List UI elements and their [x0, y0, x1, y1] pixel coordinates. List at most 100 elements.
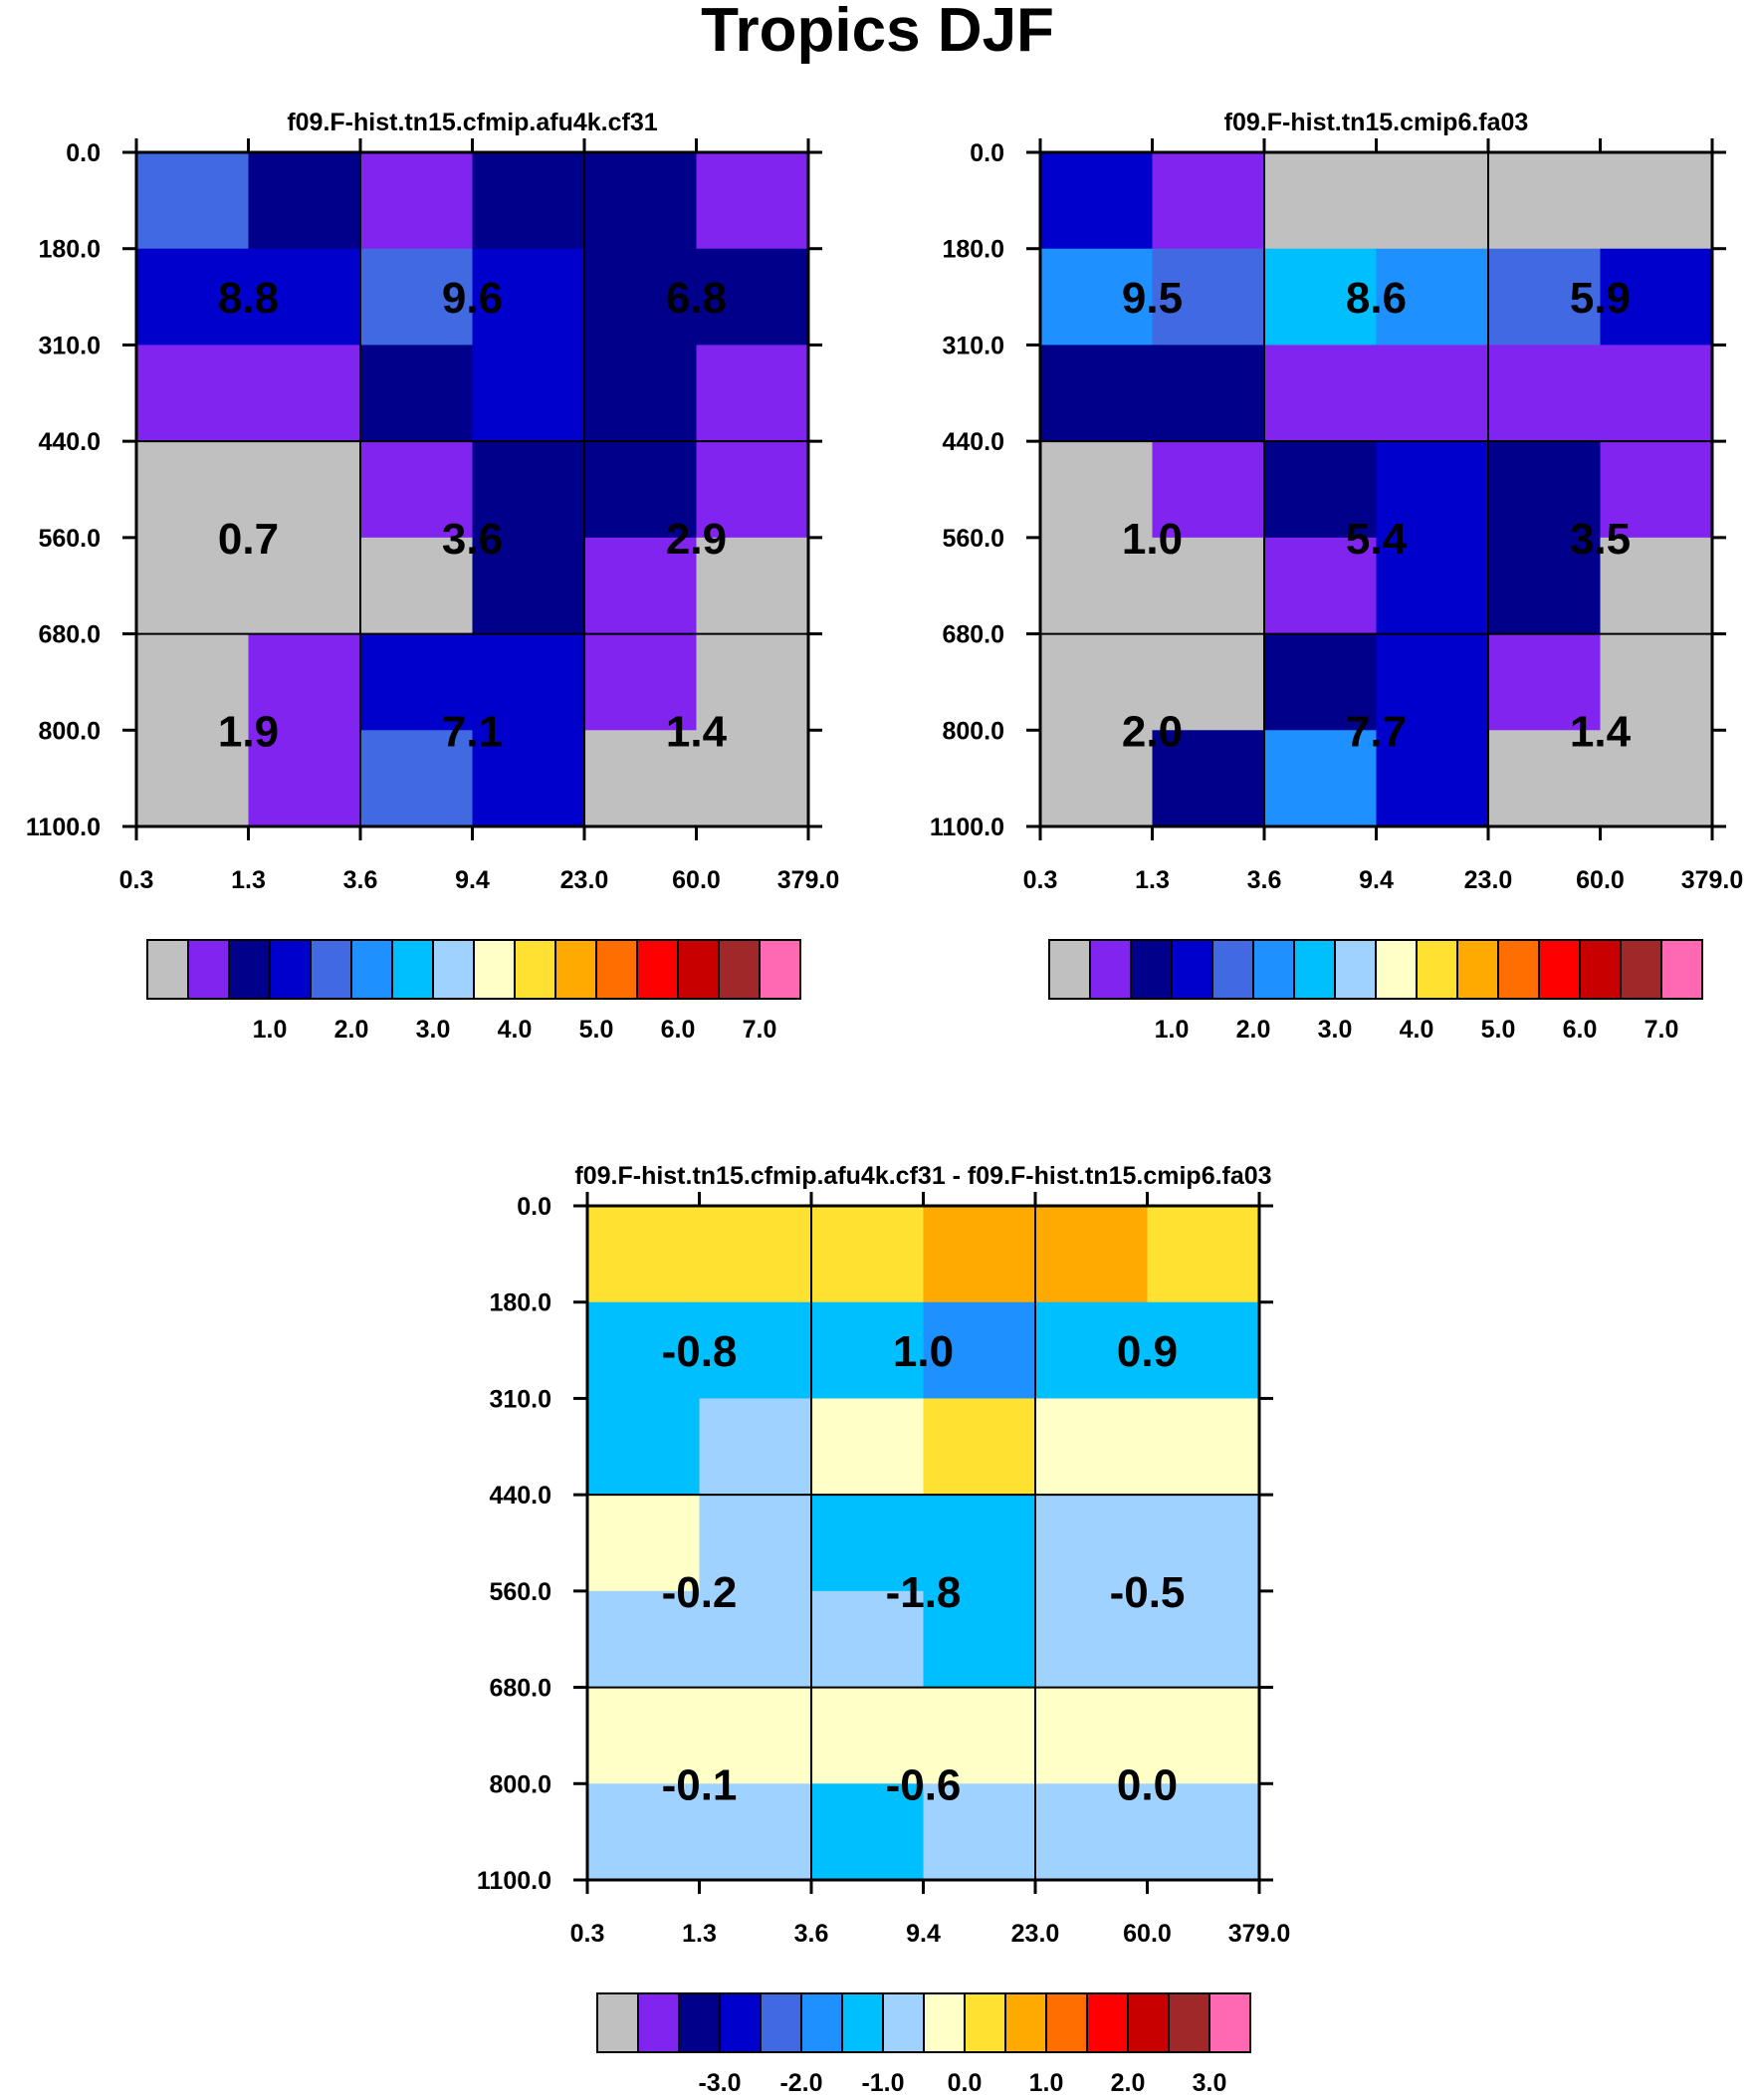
- heatmap-cell: [699, 1590, 812, 1689]
- heatmap-cell: [1040, 441, 1154, 539]
- heatmap-cell: [1147, 1398, 1260, 1496]
- heatmap-cell: [1376, 730, 1489, 827]
- colorbar-swatch: [718, 939, 761, 1000]
- x-tick-label: 23.0: [1464, 866, 1513, 894]
- heatmap-cell: [699, 1206, 812, 1303]
- colorbar-swatch: [882, 1992, 925, 2053]
- heatmap-cell: [923, 1301, 1036, 1400]
- heatmap-cell: [360, 248, 474, 347]
- heatmap-cell: [584, 345, 698, 442]
- x-tick-label: 3.6: [1247, 866, 1282, 894]
- colorbar-label: 7.0: [743, 1016, 777, 1044]
- heatmap-cell: [1264, 730, 1378, 827]
- panel-title: f09.F-hist.tn15.cfmip.afu4k.cf31 - f09.F…: [574, 1162, 1271, 1190]
- colorbar-label: 6.0: [1563, 1016, 1598, 1044]
- colorbar-swatch: [800, 1992, 843, 2053]
- colorbar-swatch: [678, 1992, 721, 2053]
- heatmap-cell: [811, 1206, 925, 1303]
- colorbar-swatch: [637, 1992, 680, 2053]
- colorbar-swatch: [1089, 939, 1132, 1000]
- heatmap-cell: [472, 633, 585, 731]
- heatmap-cell: [1147, 1206, 1260, 1303]
- heatmap-cell: [360, 537, 474, 635]
- panel-afu4k: f09.F-hist.tn15.cfmip.afu4k.cf31 0.3 1.3 3.…: [26, 109, 839, 1044]
- box-value-label: 8.8: [218, 274, 279, 323]
- heatmap-cell: [360, 730, 474, 827]
- heatmap-cell: [1488, 152, 1602, 250]
- heatmap-cell: [1147, 1687, 1260, 1784]
- x-tick-label: 23.0: [1011, 1920, 1060, 1948]
- heatmap-cell: [472, 537, 585, 635]
- heatmap-cell: [472, 345, 585, 442]
- heatmap-cell: [136, 248, 250, 347]
- box-value-label: 7.1: [442, 707, 503, 756]
- colorbar-swatch: [228, 939, 271, 1000]
- heatmap-cell: [1035, 1783, 1149, 1881]
- heatmap-cell: [696, 152, 809, 250]
- heatmap-cell: [1035, 1301, 1149, 1400]
- box-value-label: -0.5: [1110, 1568, 1186, 1617]
- colorbar-swatch: [677, 939, 720, 1000]
- colorbar-swatch: [1375, 939, 1418, 1000]
- box-value-label: 1.4: [666, 707, 728, 756]
- heatmap-cell: [1264, 345, 1378, 442]
- box-value-label: -1.8: [886, 1568, 962, 1617]
- heatmap-cell: [1147, 1495, 1260, 1592]
- box-value-label: 0.7: [218, 515, 279, 564]
- colorbar-label: 3.0: [1318, 1016, 1353, 1044]
- y-tick-label: 1100.0: [930, 814, 1004, 841]
- colorbar-swatch: [1293, 939, 1336, 1000]
- heatmap-cell: [1600, 248, 1713, 347]
- colorbar-label: 1.0: [1155, 1016, 1190, 1044]
- colorbar-label: -1.0: [861, 2069, 904, 2097]
- colorbar-swatch: [187, 939, 230, 1000]
- colorbar-swatch: [1086, 1992, 1129, 2053]
- x-tick-label: 60.0: [672, 866, 721, 894]
- heatmap-cell: [248, 152, 361, 250]
- colorbar-swatch: [964, 1992, 1006, 2053]
- colorbar-swatch: [391, 939, 434, 1000]
- heatmap-cell: [136, 537, 250, 635]
- heatmap-cell: [1376, 345, 1489, 442]
- colorbar-swatch: [473, 939, 516, 1000]
- colorbar-swatch: [596, 1992, 639, 2053]
- heatmap-cell: [699, 1398, 812, 1496]
- heatmap-cell: [1488, 345, 1602, 442]
- heatmap-cell: [360, 441, 474, 539]
- colorbar-label: -3.0: [698, 2069, 741, 2097]
- heatmap-cell: [360, 345, 474, 442]
- heatmap-cell: [1488, 633, 1602, 731]
- x-tick-label: 60.0: [1576, 866, 1625, 894]
- y-tick-label: 560.0: [489, 1578, 551, 1606]
- y-tick-label: 0.0: [970, 139, 1004, 167]
- colorbar-swatch: [1208, 1992, 1251, 2053]
- colorbar-swatch: [1456, 939, 1499, 1000]
- heatmap-cell: [1264, 248, 1378, 347]
- box-value-label: 1.4: [1570, 707, 1632, 756]
- colorbar-label: -2.0: [779, 2069, 822, 2097]
- heatmap-cell: [1040, 537, 1154, 635]
- heatmap-cell: [1040, 152, 1154, 250]
- heatmap-cell: [360, 633, 474, 731]
- colorbar-swatch: [1171, 939, 1213, 1000]
- heatmap-cell: [1152, 633, 1265, 731]
- heatmap-cell: [699, 1495, 812, 1592]
- heatmap-cell: [1600, 730, 1713, 827]
- colorbar-swatch: [1416, 939, 1458, 1000]
- heatmap-cell: [1152, 537, 1265, 635]
- x-tick-label: 1.3: [682, 1920, 717, 1948]
- box-value-label: 2.0: [1122, 707, 1183, 756]
- colorbar-swatch: [1334, 939, 1377, 1000]
- y-tick-label: 560.0: [38, 525, 101, 553]
- heatmap-cell: [1152, 152, 1265, 250]
- heatmap-cell: [1035, 1206, 1149, 1303]
- heatmap-cell: [1147, 1783, 1260, 1881]
- panel-title: f09.F-hist.tn15.cmip6.fa03: [1224, 109, 1529, 136]
- heatmap-cell: [811, 1687, 925, 1784]
- heatmap-cell: [248, 441, 361, 539]
- colorbar-swatch: [595, 939, 638, 1000]
- heatmap-cell: [248, 633, 361, 731]
- panel-title: f09.F-hist.tn15.cfmip.afu4k.cf31: [287, 109, 657, 136]
- heatmap-cell: [811, 1301, 925, 1400]
- x-tick-label: 9.4: [455, 866, 490, 894]
